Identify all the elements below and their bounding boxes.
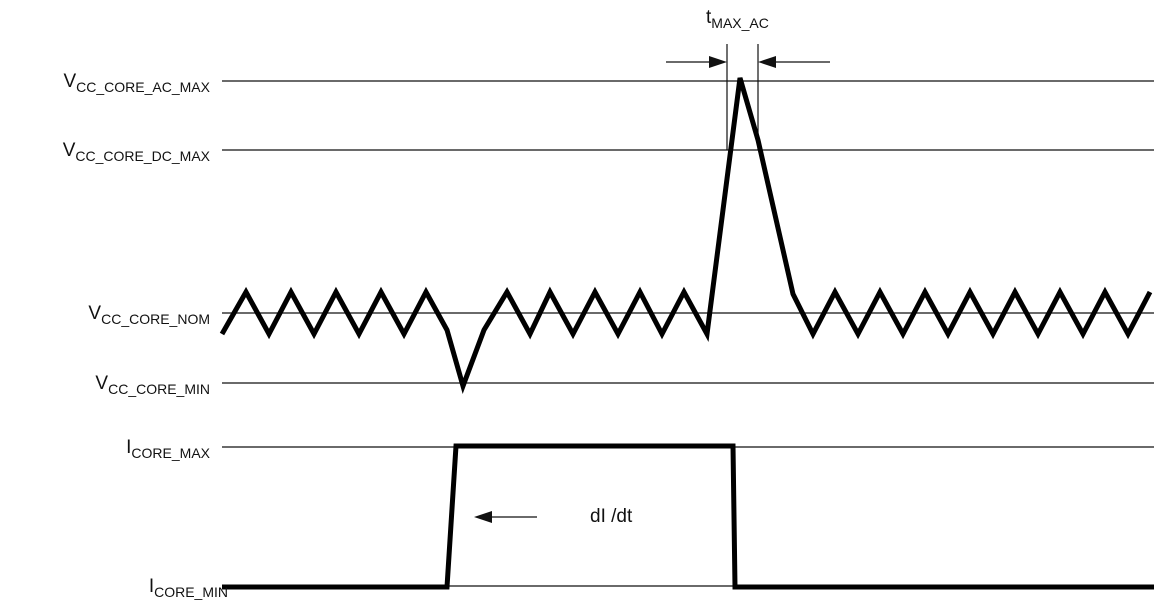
t-max-ac-arrow-left-head — [709, 56, 727, 68]
label-vcc-core-dc-max: VCC_CORE_DC_MAX — [63, 141, 210, 163]
label-icore-min-main: I — [148, 576, 155, 597]
label-vcc-core-ac-max-main: V — [63, 71, 77, 92]
label-vcc-core-min-main: V — [95, 373, 109, 394]
di-dt-arrow-head — [474, 511, 492, 523]
label-vcc-core-dc-max-main: V — [62, 140, 76, 161]
label-icore-min-sub: CORE_MIN — [154, 584, 228, 600]
label-icore-max: ICORE_MAX — [126, 438, 210, 460]
label-vcc-core-ac-max: VCC_CORE_AC_MAX — [63, 72, 210, 94]
label-vcc-core-nom-sub: CC_CORE_NOM — [101, 311, 210, 327]
label-t-max-ac-sub: MAX_AC — [711, 15, 769, 31]
vcc-core-waveform — [219, 77, 1153, 394]
label-vcc-core-dc-max-sub: CC_CORE_DC_MAX — [75, 148, 210, 164]
label-vcc-core-min-sub: CC_CORE_MIN — [108, 381, 210, 397]
t-max-ac-arrow-right-head — [758, 56, 776, 68]
label-t-max-ac: tMAX_AC — [706, 8, 769, 30]
icore-waveform — [222, 443, 1154, 590]
label-vcc-core-nom-main: V — [88, 303, 102, 324]
label-icore-max-main: I — [126, 437, 132, 458]
label-di-dt: dI /dt — [590, 506, 633, 527]
label-t-max-ac-main: t — [706, 7, 712, 28]
label-icore-max-sub: CORE_MAX — [131, 445, 210, 461]
label-vcc-core-nom: VCC_CORE_NOM — [88, 304, 210, 326]
label-vcc-core-min: VCC_CORE_MIN — [95, 374, 210, 396]
label-vcc-core-ac-max-sub: CC_CORE_AC_MAX — [76, 79, 210, 95]
